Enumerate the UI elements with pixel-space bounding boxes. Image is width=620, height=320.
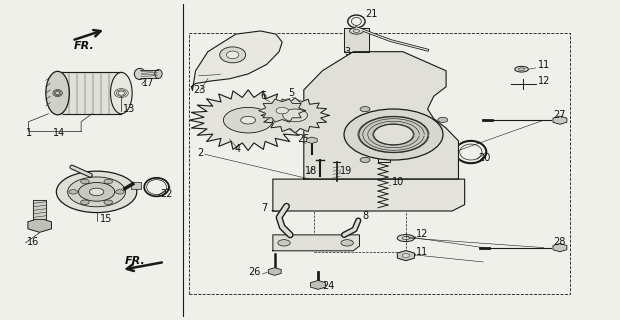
Polygon shape	[378, 142, 391, 162]
Circle shape	[104, 200, 113, 204]
Circle shape	[241, 116, 255, 124]
Text: 2: 2	[197, 148, 203, 158]
Text: 1: 1	[25, 128, 32, 138]
Circle shape	[115, 190, 124, 194]
Text: 25: 25	[298, 134, 310, 144]
Polygon shape	[189, 90, 307, 150]
Text: 21: 21	[366, 9, 378, 19]
Text: 24: 24	[322, 281, 335, 291]
Ellipse shape	[378, 141, 391, 144]
Ellipse shape	[350, 28, 363, 34]
Circle shape	[360, 107, 370, 112]
Polygon shape	[273, 179, 464, 211]
Circle shape	[341, 240, 353, 246]
Text: 4: 4	[234, 144, 241, 154]
Text: 20: 20	[478, 153, 490, 163]
Text: 15: 15	[100, 214, 112, 224]
Text: 7: 7	[262, 203, 268, 213]
Ellipse shape	[219, 47, 246, 63]
Text: 9: 9	[394, 144, 400, 154]
Circle shape	[81, 200, 89, 204]
Circle shape	[359, 117, 428, 152]
Ellipse shape	[226, 51, 239, 59]
Polygon shape	[191, 31, 282, 90]
Text: 8: 8	[363, 211, 369, 221]
Circle shape	[374, 124, 414, 145]
Circle shape	[68, 177, 125, 207]
Text: 11: 11	[538, 60, 550, 70]
Ellipse shape	[397, 235, 415, 242]
Circle shape	[81, 179, 89, 184]
Text: 16: 16	[27, 237, 39, 247]
Bar	[314, 147, 406, 252]
Text: 10: 10	[392, 178, 404, 188]
Polygon shape	[259, 99, 306, 122]
Text: 22: 22	[161, 189, 173, 199]
Circle shape	[278, 240, 290, 246]
Text: 3: 3	[344, 47, 350, 57]
Polygon shape	[273, 235, 360, 251]
Bar	[189, 33, 570, 294]
Circle shape	[89, 188, 104, 196]
Ellipse shape	[515, 66, 528, 72]
Ellipse shape	[155, 69, 162, 78]
Text: 18: 18	[305, 166, 317, 176]
Text: 19: 19	[340, 166, 352, 176]
Polygon shape	[140, 69, 159, 78]
Text: 13: 13	[123, 104, 135, 114]
Text: 12: 12	[417, 229, 429, 239]
Circle shape	[276, 108, 288, 114]
Text: 27: 27	[553, 110, 565, 120]
Circle shape	[104, 179, 113, 184]
Ellipse shape	[46, 71, 69, 115]
Text: 23: 23	[193, 85, 206, 95]
Text: FR.: FR.	[125, 256, 145, 266]
Text: 5: 5	[288, 88, 294, 98]
Polygon shape	[63, 72, 122, 114]
Text: 28: 28	[553, 237, 565, 247]
Polygon shape	[261, 98, 329, 133]
Ellipse shape	[51, 72, 73, 114]
Polygon shape	[33, 200, 46, 219]
Ellipse shape	[110, 72, 132, 114]
Circle shape	[56, 171, 137, 212]
Circle shape	[360, 157, 370, 163]
Text: 14: 14	[53, 128, 66, 138]
Text: 26: 26	[248, 267, 260, 277]
Circle shape	[223, 108, 273, 133]
Circle shape	[283, 109, 308, 122]
Circle shape	[79, 182, 115, 201]
Text: FR.: FR.	[74, 42, 94, 52]
Ellipse shape	[135, 68, 146, 80]
FancyBboxPatch shape	[131, 182, 141, 189]
Circle shape	[69, 190, 78, 194]
Polygon shape	[344, 28, 369, 52]
Circle shape	[402, 254, 410, 258]
Text: 6: 6	[260, 92, 267, 101]
Text: 17: 17	[142, 78, 154, 88]
Circle shape	[344, 109, 443, 160]
Text: 11: 11	[417, 247, 428, 257]
Text: 12: 12	[538, 76, 550, 86]
Polygon shape	[304, 52, 458, 179]
Circle shape	[438, 117, 448, 123]
